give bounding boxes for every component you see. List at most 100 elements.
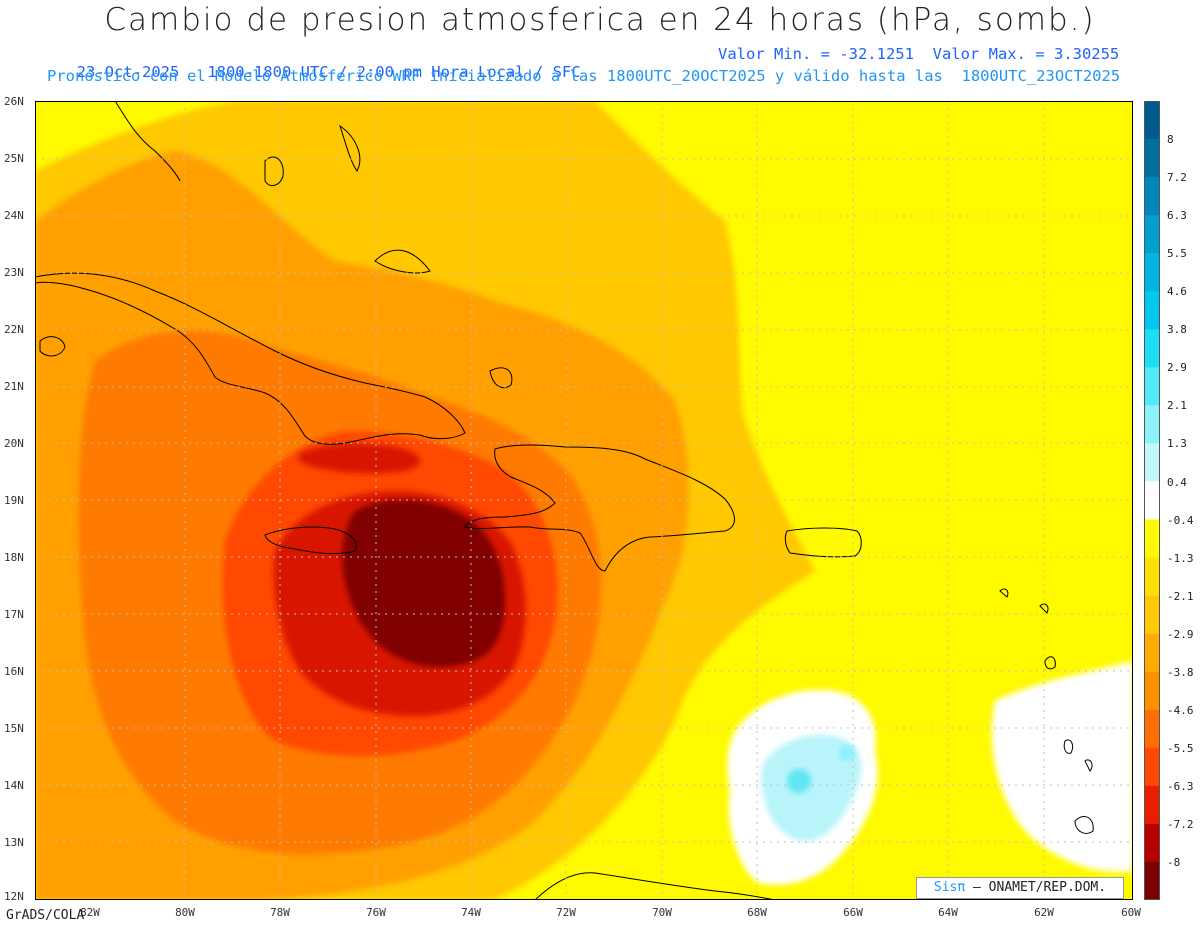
colorbar-segment — [1144, 861, 1160, 900]
coastline-trinidad — [1074, 816, 1094, 834]
lat-label-13n: 13N — [4, 836, 24, 849]
lat-label-19n: 19N — [4, 494, 24, 507]
colorbar-label-minus-6-3: -6.3 — [1167, 780, 1194, 793]
colorbar-segments — [1144, 101, 1160, 900]
coastline-florida-keys — [114, 101, 181, 182]
producer-logo: Sisπ – ONAMET/REP.DOM. — [916, 877, 1124, 899]
colorbar-segment — [1144, 367, 1160, 406]
colorbar-segment — [1144, 215, 1160, 254]
pressure-change-map — [35, 101, 1133, 900]
coastline-isla-juventud — [39, 336, 66, 357]
software-credit: GrADS/COLA — [6, 908, 85, 923]
colorbar — [1144, 101, 1160, 900]
lon-label-64w: 64W — [938, 906, 958, 919]
lon-label-70w: 70W — [652, 906, 672, 919]
colorbar-segment — [1144, 481, 1160, 521]
subtitle-min-max: Valor Min. = -32.1251 Valor Max. = 3.302… — [718, 45, 1120, 63]
colorbar-label-7-2: 7.2 — [1167, 171, 1187, 184]
colorbar-label-minus-3-8: -3.8 — [1167, 666, 1194, 679]
subtitle-model-run: Pronóstico con el Modelo Atmósferico WRF… — [47, 67, 1121, 85]
lon-label-78w: 78W — [270, 906, 290, 919]
field-maroon — [342, 499, 505, 667]
subtitle-validity: 23-Oct-2025 1800-1800 UTC / 2:00 pm Hora… — [58, 45, 1120, 99]
field-white-east — [991, 661, 1133, 872]
lon-label-72w: 72W — [556, 906, 576, 919]
colorbar-label-0-4: 0.4 — [1167, 476, 1187, 489]
colorbar-label-minus-2-1: -2.1 — [1167, 590, 1194, 603]
colorbar-label-2-1: 2.1 — [1167, 399, 1187, 412]
colorbar-label-minus-5-5: -5.5 — [1167, 742, 1194, 755]
coastline-bahamas-inagua — [489, 367, 513, 389]
colorbar-label-8: 8 — [1167, 133, 1174, 146]
colorbar-segment — [1144, 823, 1160, 863]
lat-label-18n: 18N — [4, 551, 24, 564]
lat-label-25n: 25N — [4, 152, 24, 165]
coastline-south-america — [534, 872, 776, 900]
colorbar-segment — [1144, 329, 1160, 368]
colorbar-segment — [1144, 671, 1160, 711]
colorbar-label-2-9: 2.9 — [1167, 361, 1187, 374]
lat-label-14n: 14N — [4, 779, 24, 792]
colorbar-segment — [1144, 443, 1160, 482]
colorbar-segment — [1144, 253, 1160, 292]
coastline-lesser-antilles-2 — [1039, 603, 1049, 614]
lat-label-15n: 15N — [4, 722, 24, 735]
coastline-guadeloupe — [1044, 656, 1056, 670]
colorbar-label-minus-0-4: -0.4 — [1167, 514, 1194, 527]
shaded-field — [35, 101, 1133, 900]
colorbar-segment — [1144, 101, 1160, 140]
chart-title: Cambio de presion atmosferica en 24 hora… — [104, 2, 1096, 38]
lat-label-24n: 24N — [4, 209, 24, 222]
colorbar-label-minus-7-2: -7.2 — [1167, 818, 1194, 831]
field-cyan-small — [839, 745, 855, 761]
colorbar-label-minus-1-3: -1.3 — [1167, 552, 1194, 565]
colorbar-label-1-3: 1.3 — [1167, 437, 1187, 450]
lat-label-12n: 12N — [4, 890, 24, 903]
lat-label-16n: 16N — [4, 665, 24, 678]
coastline-puerto-rico — [784, 527, 862, 558]
field-cyan — [787, 769, 811, 793]
lat-label-17n: 17N — [4, 608, 24, 621]
lon-label-74w: 74W — [461, 906, 481, 919]
logo-text: – ONAMET/REP.DOM. — [965, 880, 1107, 895]
colorbar-segment — [1144, 595, 1160, 635]
colorbar-label-minus-4-6: -4.6 — [1167, 704, 1194, 717]
colorbar-label-3-8: 3.8 — [1167, 323, 1187, 336]
colorbar-segment — [1144, 291, 1160, 330]
coastline-martinique — [1063, 739, 1074, 754]
coastline-cuba — [35, 272, 466, 445]
map-frame — [35, 101, 1133, 900]
field-cyan-light — [761, 734, 862, 842]
lon-label-66w: 66W — [843, 906, 863, 919]
field-maroon-south-cuba — [298, 443, 420, 474]
colorbar-segment — [1144, 633, 1160, 673]
colorbar-label-minus-2-9: -2.9 — [1167, 628, 1194, 641]
colorbar-segment — [1144, 139, 1160, 178]
lat-label-23n: 23N — [4, 266, 24, 279]
subtitle-date-time: 23-Oct-2025 1800-1800 UTC / 2:00 pm Hora… — [76, 63, 581, 81]
lon-label-68w: 68W — [747, 906, 767, 919]
colorbar-label-6-3: 6.3 — [1167, 209, 1187, 222]
lat-label-20n: 20N — [4, 437, 24, 450]
colorbar-label-4-6: 4.6 — [1167, 285, 1187, 298]
colorbar-segment — [1144, 557, 1160, 597]
coastline-st-lucia — [1084, 759, 1093, 772]
colorbar-segment — [1144, 177, 1160, 216]
colorbar-label-minus-8: -8 — [1167, 856, 1181, 869]
lat-label-21n: 21N — [4, 380, 24, 393]
coastlines — [35, 101, 1094, 900]
colorbar-segment — [1144, 405, 1160, 444]
lon-label-82w: 82W — [80, 906, 100, 919]
lat-label-22n: 22N — [4, 323, 24, 336]
colorbar-segment — [1144, 747, 1160, 787]
colorbar-segment — [1144, 785, 1160, 825]
colorbar-segment — [1144, 709, 1160, 749]
lat-label-26n: 26N — [4, 95, 24, 108]
lon-label-76w: 76W — [366, 906, 386, 919]
colorbar-segment — [1144, 519, 1160, 559]
coastline-lesser-antilles-1 — [999, 588, 1009, 598]
lon-label-80w: 80W — [175, 906, 195, 919]
graticule — [35, 101, 1133, 900]
coastline-hispaniola — [464, 444, 735, 572]
coastline-bahamas-andros — [264, 156, 284, 187]
